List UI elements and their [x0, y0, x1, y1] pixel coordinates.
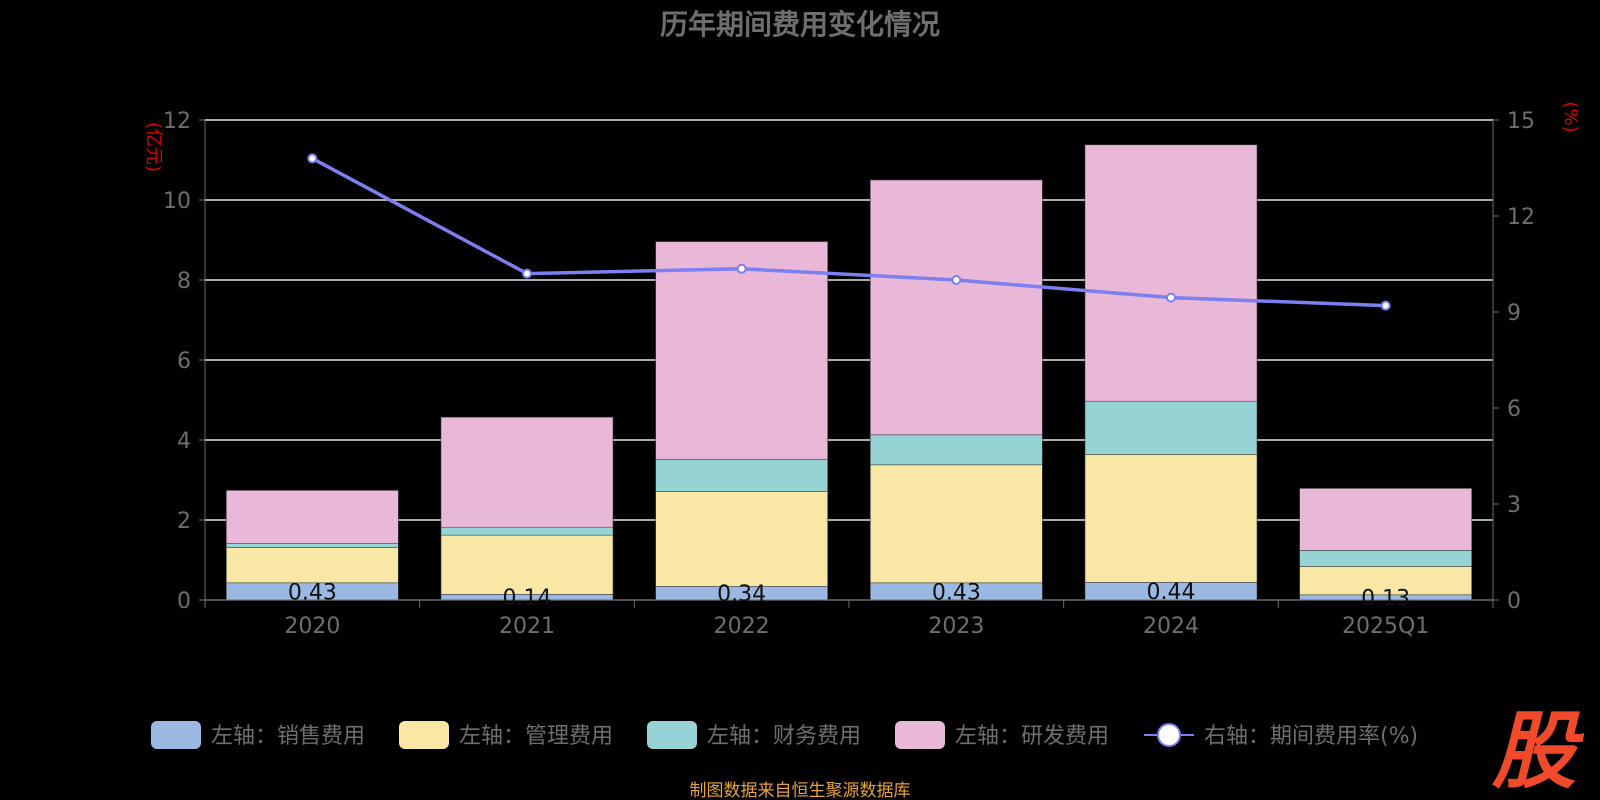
legend-swatch	[151, 721, 201, 749]
bar-segment-s3-c0	[226, 490, 399, 544]
bar-segment-s3-c5	[1299, 488, 1472, 551]
bar-segment-s2-c3	[870, 434, 1043, 466]
bar-labels: 0.43 0.14 0.34 0.43 0.44 0.13	[288, 580, 1410, 611]
x-tick-label: 2024	[1143, 614, 1199, 639]
bar-segment-s2-c5	[1299, 550, 1472, 567]
bar-segment-s1-c5	[1299, 566, 1472, 596]
legend-label: 左轴：研发费用	[955, 724, 1109, 749]
bar-segment-s3-c3	[870, 179, 1043, 436]
bar-segment-s1-c1	[440, 534, 614, 595]
bar-segment-s2-c1	[440, 526, 614, 536]
right-tick-label: 3	[1507, 493, 1521, 518]
left-tick-label: 6	[177, 349, 191, 374]
rate-line-path	[311, 156, 1386, 308]
bar-data-label: 0.43	[288, 580, 337, 605]
bar-segment-s2-c0	[226, 543, 399, 548]
legend-item[interactable]: 左轴：财务费用	[647, 721, 861, 749]
legend: 左轴：销售费用 左轴：管理费用 左轴：财务费用 左轴：研发费用 右轴：期间费用率(%)	[151, 721, 1418, 749]
bar-data-label: 0.43	[932, 580, 981, 605]
left-axis-unit: (亿元)	[143, 122, 164, 172]
bars	[226, 144, 1472, 601]
rate-point	[1380, 300, 1391, 311]
legend-label: 左轴：销售费用	[211, 724, 365, 749]
left-tick-label: 8	[177, 269, 191, 294]
rate-line	[307, 153, 1391, 311]
bar-segment-s3-c1	[440, 416, 614, 528]
left-tick-label: 4	[177, 429, 191, 454]
legend-marker	[1157, 723, 1181, 747]
x-tick-label: 2020	[284, 614, 340, 639]
legend-item[interactable]: 左轴：研发费用	[895, 721, 1109, 749]
bar-segment-s1-c2	[655, 491, 828, 587]
left-tick-label: 12	[163, 109, 191, 134]
x-tick-label: 2022	[714, 614, 770, 639]
bar-segment-s2-c4	[1084, 400, 1258, 455]
rate-point	[522, 268, 532, 279]
legend-label: 左轴：管理费用	[459, 724, 613, 749]
right-tick-label: 6	[1507, 397, 1521, 422]
chart-title: 历年期间费用变化情况	[660, 8, 940, 41]
bar-segment-s2-c2	[655, 459, 828, 492]
bar-data-label: 0.34	[717, 582, 766, 607]
right-tick-label: 15	[1507, 109, 1535, 134]
right-tick-label: 0	[1507, 589, 1521, 614]
rate-point	[736, 263, 747, 274]
left-tick-label: 0	[177, 589, 191, 614]
bar-segment-s1-c3	[870, 464, 1043, 584]
right-tick-label: 9	[1507, 301, 1521, 326]
bar-data-label: 0.44	[1147, 580, 1196, 605]
legend-item[interactable]: 右轴：期间费用率(%)	[1144, 723, 1418, 749]
logo: 股	[1491, 701, 1585, 800]
x-tick-label: 2023	[928, 614, 984, 639]
legend-item[interactable]: 左轴：销售费用	[151, 721, 365, 749]
bar-segment-s3-c2	[655, 241, 828, 460]
legend-label: 右轴：期间费用率(%)	[1204, 724, 1418, 749]
rate-point	[951, 275, 962, 285]
bar-segment-s3-c4	[1084, 144, 1258, 402]
bar-segment-s1-c0	[226, 547, 399, 584]
data-source: 制图数据来自恒生聚源数据库	[690, 781, 911, 800]
right-tick-label: 12	[1507, 205, 1535, 230]
left-tick-label: 2	[177, 509, 191, 534]
left-tick-label: 10	[163, 189, 191, 214]
grid-lines	[205, 119, 1493, 521]
legend-swatch	[647, 721, 697, 749]
bar-segment-s1-c4	[1084, 454, 1258, 583]
legend-swatch	[399, 721, 449, 749]
legend-label: 左轴：财务费用	[707, 724, 861, 749]
legend-swatch	[895, 721, 945, 749]
x-tick-label: 2021	[499, 614, 555, 639]
right-axis-unit: (%)	[1560, 101, 1581, 132]
bar-data-label: 0.13	[1361, 586, 1410, 611]
axes: 0 2 4 6 8 10 12 0 3 6 9 12 15 2020 2021 2022 2023 2024 202…	[163, 109, 1535, 639]
rate-point	[1166, 292, 1176, 303]
legend-item[interactable]: 左轴：管理费用	[399, 721, 613, 749]
x-tick-label: 2025Q1	[1342, 614, 1429, 639]
bar-data-label: 0.14	[503, 586, 552, 611]
rate-point	[307, 153, 318, 164]
